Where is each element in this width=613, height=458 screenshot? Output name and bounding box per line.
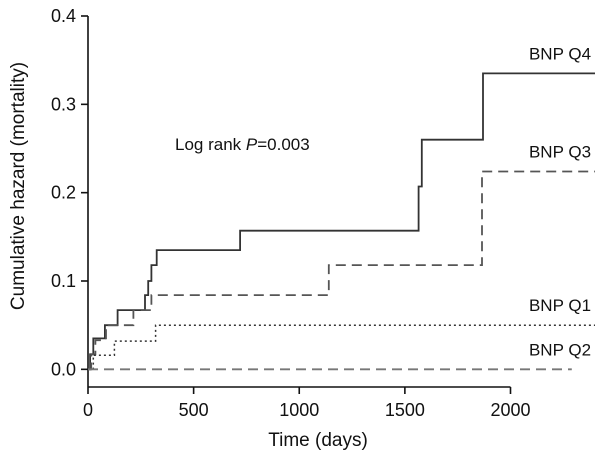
logrank-annotation: Log rank P=0.003: [175, 135, 310, 154]
y-tick-label: 0.1: [51, 271, 76, 291]
series-label-bnp-q2: BNP Q2: [529, 340, 591, 359]
y-tick-label: 0.2: [51, 183, 76, 203]
x-tick-label: 0: [83, 400, 93, 420]
x-tick-label: 1000: [279, 400, 319, 420]
x-tick-label: 1500: [385, 400, 425, 420]
y-tick-label: 0.0: [51, 359, 76, 379]
series-label-bnp-q4: BNP Q4: [529, 44, 591, 63]
y-tick-label: 0.3: [51, 94, 76, 114]
logrank-value: =0.003: [257, 135, 309, 154]
x-tick-label: 500: [179, 400, 209, 420]
logrank-p: P: [246, 135, 258, 154]
series-bnp-q1-line: [88, 324, 595, 371]
series-labels: BNP Q4 BNP Q3 BNP Q1 BNP Q2: [529, 44, 591, 359]
plot-series: [88, 72, 595, 371]
series-label-bnp-q3: BNP Q3: [529, 142, 591, 161]
axes: 0.0 0.1 0.2 0.3 0.4 0 500 1000 1500 2000: [51, 6, 531, 420]
series-bnp-q4-line: [88, 72, 595, 371]
series-label-bnp-q1: BNP Q1: [529, 296, 591, 315]
x-tick-label: 2000: [490, 400, 530, 420]
y-tick-label: 0.4: [51, 6, 76, 26]
series-bnp-q3-line: [88, 170, 595, 371]
logrank-prefix: Log rank: [175, 135, 246, 154]
x-axis-label: Time (days): [268, 430, 368, 451]
y-axis-label: Cumulative hazard (mortality): [8, 62, 29, 310]
